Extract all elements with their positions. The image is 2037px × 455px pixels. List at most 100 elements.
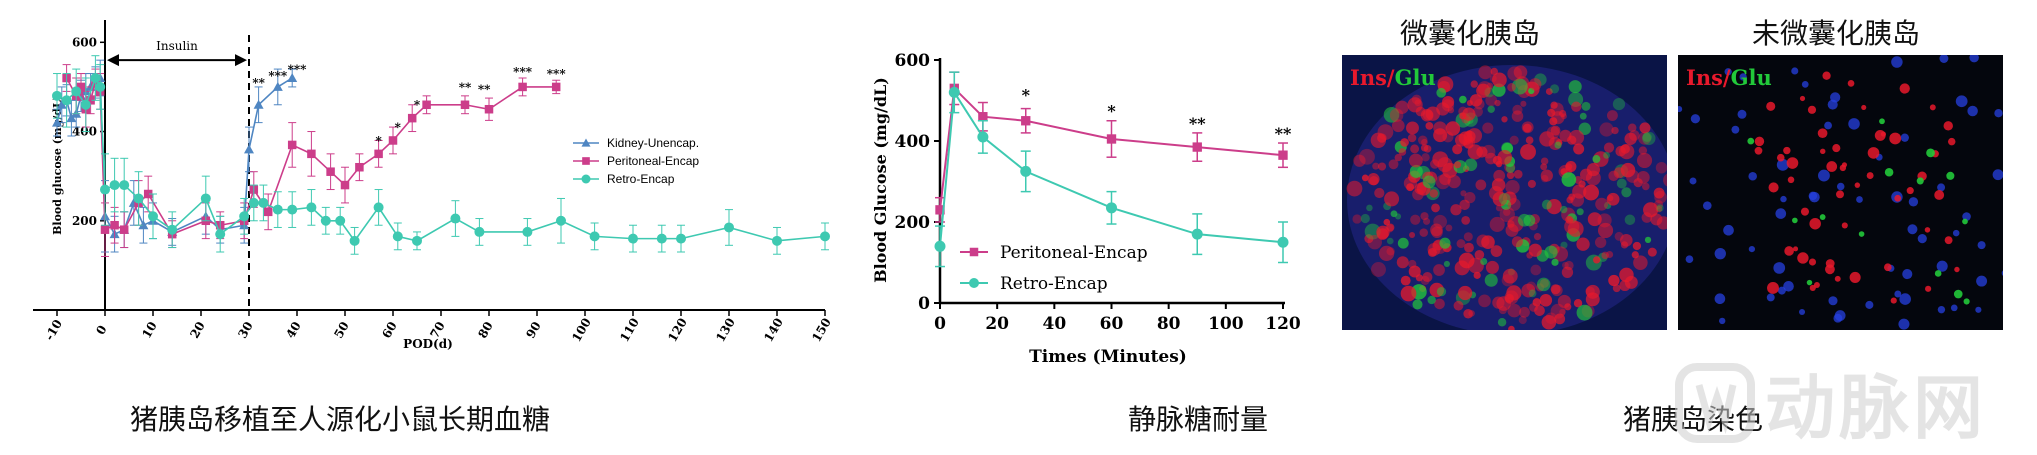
- nucleus: [1731, 125, 1740, 134]
- insulin-cell: [1364, 234, 1374, 244]
- nucleus: [1976, 275, 1988, 287]
- data-point: [1021, 116, 1031, 126]
- insulin-cell: [1388, 159, 1399, 170]
- insulin-cell: [1513, 169, 1523, 179]
- data-point: [388, 136, 398, 145]
- insulin-cell: [1501, 116, 1508, 123]
- insulin-cell: [1534, 305, 1545, 316]
- insulin-cell: [1525, 136, 1534, 145]
- stain-image-encapsulated: [1342, 55, 1667, 330]
- insulin-cell: [1799, 95, 1806, 102]
- glucagon-cell: [1603, 151, 1610, 159]
- nucleus: [1969, 55, 1979, 63]
- insulin-cell: [1611, 126, 1619, 135]
- x-tick-label: 40: [1042, 314, 1066, 334]
- glucagon-cell: [1656, 204, 1664, 212]
- glucagon-cell: [1364, 223, 1381, 240]
- significance-marker: ***: [268, 69, 288, 83]
- insulin-cell: [1585, 286, 1595, 296]
- data-point: [589, 231, 600, 242]
- data-point: [556, 215, 566, 226]
- significance-marker: **: [1189, 114, 1206, 133]
- y-axis-title: Blood glucose (mg/dL): [51, 95, 64, 235]
- insulin-cell: [1854, 182, 1861, 188]
- photo-title-unencapsulated: 未微囊化胰岛: [1752, 17, 1921, 50]
- glucagon-cell: [1581, 101, 1591, 111]
- nucleus: [1783, 280, 1794, 292]
- insulin-cell: [1468, 310, 1475, 317]
- stain-label-ins: Ins: [1350, 65, 1387, 90]
- insulin-cell: [1507, 303, 1522, 318]
- insulin-cell: [1507, 197, 1521, 211]
- insulin-cell: [1467, 128, 1483, 144]
- nucleus: [1939, 55, 1949, 63]
- insulin-cell: [1655, 161, 1667, 174]
- stain-label-sep: /: [1722, 65, 1731, 90]
- insulin-cell: [1512, 104, 1523, 115]
- glucagon-cell: [1884, 167, 1894, 177]
- insulin-cell: [1518, 316, 1527, 325]
- insulin-cell: [1383, 218, 1391, 226]
- data-point: [335, 215, 346, 226]
- insulin-cell: [1408, 265, 1421, 278]
- insulin-cell: [1492, 296, 1505, 309]
- nucleus: [1952, 229, 1960, 237]
- insulin-cell: [1786, 157, 1799, 169]
- data-point: [820, 231, 830, 242]
- glucagon-cell: [1858, 231, 1865, 237]
- glucagon-cell: [1422, 175, 1436, 189]
- nucleus: [1824, 121, 1832, 130]
- data-point: [215, 229, 226, 240]
- significance-marker: **: [478, 83, 491, 97]
- significance-marker: *: [414, 98, 421, 112]
- insulin-cell: [1643, 202, 1659, 218]
- nucleus: [1848, 118, 1860, 130]
- data-point: [320, 215, 331, 226]
- insulin-cell: [1436, 102, 1450, 116]
- insulin-cell: [1478, 65, 1493, 80]
- insulin-arrow-right-head: [235, 54, 247, 67]
- nucleus: [1791, 67, 1799, 75]
- insulin-cell: [1620, 241, 1629, 249]
- insulin-cell: [1520, 100, 1527, 107]
- insulin-cell: [1415, 274, 1423, 282]
- insulin-cell: [1485, 152, 1497, 165]
- insulin-cell: [1407, 97, 1423, 113]
- insulin-cell: [1453, 300, 1464, 311]
- data-point: [978, 112, 988, 122]
- caption-staining: 猪胰岛染色: [1623, 403, 1764, 436]
- insulin-cell: [1839, 164, 1847, 172]
- insulin-cell: [1485, 260, 1499, 274]
- nucleus: [1899, 293, 1911, 305]
- glucagon-cell: [1523, 214, 1536, 227]
- insulin-cell: [1624, 132, 1637, 145]
- x-tick-label: 0: [934, 314, 946, 334]
- insulin-cell: [1527, 179, 1536, 188]
- insulin-cell: [1491, 178, 1506, 192]
- nucleus: [1719, 317, 1726, 325]
- nucleus: [1723, 224, 1734, 236]
- insulin-cell: [1489, 216, 1505, 232]
- photo-encapsulated-islet: Ins/Glu: [1342, 55, 1667, 330]
- insulin-cell: [1507, 83, 1516, 92]
- nucleus: [1891, 56, 1903, 68]
- insulin-label: Insulin: [156, 39, 198, 53]
- data-point: [522, 226, 533, 237]
- data-point: [148, 211, 158, 222]
- legend-label: Peritoneal-Encap: [607, 154, 699, 168]
- insulin-cell: [1420, 212, 1429, 221]
- insulin-cell: [1504, 290, 1519, 305]
- glucagon-cell: [1560, 205, 1568, 214]
- significance-marker: ***: [513, 65, 533, 79]
- insulin-cell: [1638, 131, 1652, 145]
- nucleus: [1685, 255, 1694, 264]
- nucleus: [1690, 114, 1701, 124]
- insulin-cell: [1653, 187, 1665, 199]
- insulin-cell: [1817, 128, 1828, 139]
- insulin-cell: [1809, 284, 1816, 292]
- data-point: [676, 233, 686, 244]
- insulin-cell: [1560, 113, 1567, 120]
- insulin-cell: [1861, 104, 1867, 110]
- data-point: [110, 220, 119, 230]
- insulin-cell: [1551, 284, 1563, 297]
